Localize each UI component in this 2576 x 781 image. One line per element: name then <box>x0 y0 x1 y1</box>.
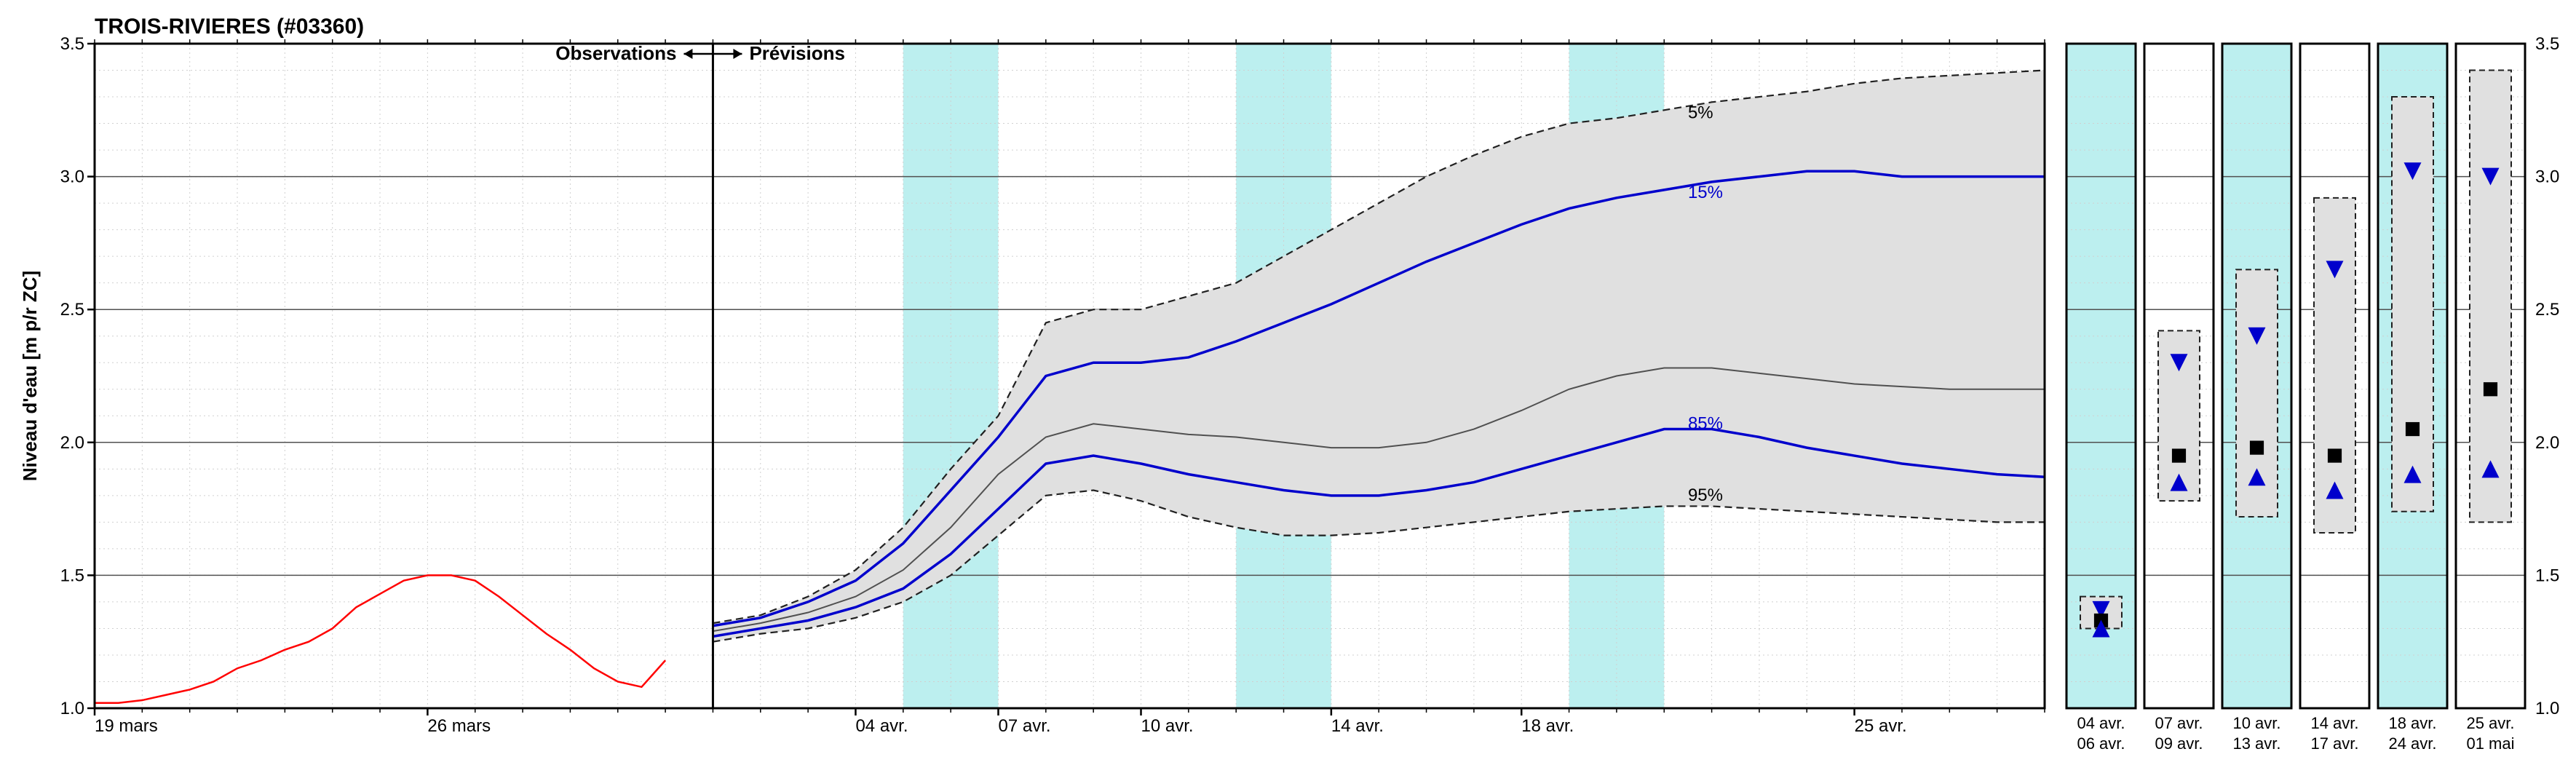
panel-label-2: 09 avr. <box>2155 734 2203 753</box>
y-tick-label: 1.0 <box>60 699 84 718</box>
x-tick-label: 04 avr. <box>855 716 908 736</box>
percentile-label: 15% <box>1688 183 1723 202</box>
panel-label-1: 10 avr. <box>2232 714 2280 732</box>
panel-box <box>2392 97 2433 512</box>
panel-box <box>2470 71 2511 523</box>
panel-label-1: 25 avr. <box>2466 714 2514 732</box>
y-tick-label: 3.5 <box>60 34 84 54</box>
observations-label: Observations <box>555 42 676 64</box>
x-tick-label: 26 mars <box>427 716 491 736</box>
panel-median-marker <box>2484 382 2497 396</box>
x-tick-label: 10 avr. <box>1141 716 1194 736</box>
y-tick-label-right: 2.5 <box>2535 300 2559 320</box>
panel-label-1: 04 avr. <box>2077 714 2125 732</box>
panel-median-marker <box>2406 422 2420 436</box>
panel-label-1: 14 avr. <box>2310 714 2358 732</box>
x-tick-label: 14 avr. <box>1331 716 1384 736</box>
panel-label-2: 17 avr. <box>2310 734 2358 753</box>
y-tick-label-right: 2.0 <box>2535 433 2559 453</box>
y-axis-label: Niveau d'eau [m p/r ZC] <box>19 271 41 481</box>
percentile-label: 5% <box>1688 103 1713 122</box>
panel-median-marker <box>2250 441 2264 455</box>
panel-label-2: 06 avr. <box>2077 734 2125 753</box>
percentile-label: 85% <box>1688 414 1723 434</box>
chart-title: TROIS-RIVIERES (#03360) <box>95 15 364 39</box>
x-tick-label: 19 mars <box>95 716 158 736</box>
percentile-label: 95% <box>1688 485 1723 505</box>
x-tick-label: 25 avr. <box>1855 716 1907 736</box>
chart-container: 5% 15% 85% 95% Observations Prévisions 19 mars… <box>7 7 2576 774</box>
y-tick-label: 2.0 <box>60 433 84 453</box>
y-tick-label-right: 3.5 <box>2535 34 2559 54</box>
panel-label-2: 13 avr. <box>2232 734 2280 753</box>
y-tick-label-right: 1.5 <box>2535 566 2559 585</box>
y-tick-label: 2.5 <box>60 300 84 320</box>
panel-median-marker <box>2328 448 2342 462</box>
x-tick-label: 07 avr. <box>998 716 1050 736</box>
panel-label-2: 01 mai <box>2466 734 2514 753</box>
y-tick-label-right: 3.0 <box>2535 167 2559 187</box>
panel-label-2: 24 avr. <box>2388 734 2436 753</box>
panel-median-marker <box>2172 448 2186 462</box>
panel-label-1: 07 avr. <box>2155 714 2203 732</box>
x-tick-label: 18 avr. <box>1521 716 1574 736</box>
y-tick-label-right: 1.0 <box>2535 699 2559 718</box>
y-tick-label: 1.5 <box>60 566 84 585</box>
forecast-label: Prévisions <box>749 42 845 64</box>
y-tick-label: 3.0 <box>60 167 84 187</box>
panel-label-1: 18 avr. <box>2388 714 2436 732</box>
